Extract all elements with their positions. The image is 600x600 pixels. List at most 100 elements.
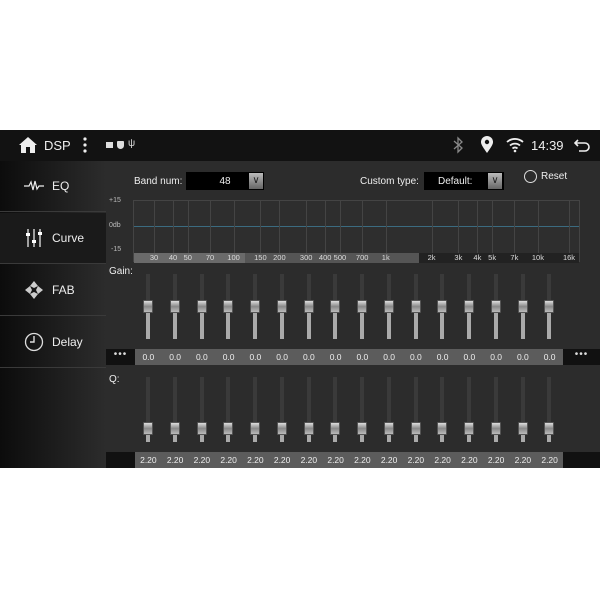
home-icon[interactable]	[18, 136, 38, 154]
gain-slider[interactable]	[357, 274, 367, 339]
slider-fill	[386, 435, 391, 442]
slider-knob[interactable]	[357, 422, 367, 436]
q-value: 2.20	[273, 455, 291, 465]
q-slider[interactable]	[143, 377, 153, 442]
slider-knob[interactable]	[196, 300, 207, 313]
q-slider[interactable]	[383, 377, 394, 442]
slider-fill	[172, 313, 177, 339]
gain-slider[interactable]	[169, 274, 180, 339]
slider-knob[interactable]	[276, 300, 287, 313]
dsp-screen: DSP ψ 14:39 EQ Curve FAB Delay Band num:…	[0, 130, 600, 468]
slider-knob[interactable]	[464, 422, 474, 436]
gain-slider[interactable]	[303, 274, 314, 339]
eq-curve-graph[interactable]: 30 40 50 70 100 150 200 300 400 500 700 1k 2k 3k 4k 5k 7…	[133, 200, 580, 263]
shield-icon	[117, 141, 124, 149]
gain-slider[interactable]	[410, 274, 421, 339]
sidebar-item-eq[interactable]: EQ	[0, 161, 106, 212]
gain-slider[interactable]	[330, 274, 341, 339]
slider-knob[interactable]	[330, 422, 341, 436]
custom-type-label: Custom type:	[360, 176, 419, 187]
slider-fill	[199, 313, 204, 339]
slider-knob[interactable]	[196, 422, 207, 436]
gain-slider[interactable]	[196, 274, 207, 339]
sidebar-item-fab[interactable]: FAB	[0, 265, 106, 316]
freq-label: 5k	[488, 253, 497, 262]
custom-type-select[interactable]: Default:	[424, 172, 504, 190]
q-slider[interactable]	[276, 377, 287, 442]
slider-knob[interactable]	[357, 300, 367, 313]
chevron-down-icon[interactable]: ∨	[249, 173, 263, 189]
q-slider[interactable]	[437, 377, 448, 442]
q-slider[interactable]	[223, 377, 234, 442]
slider-track	[440, 377, 445, 442]
slider-knob[interactable]	[169, 422, 180, 436]
gain-value: 0.0	[543, 352, 556, 362]
slider-fill	[360, 313, 364, 339]
gain-slider[interactable]	[517, 274, 528, 339]
gain-slider[interactable]	[223, 274, 234, 339]
grid-line	[569, 201, 570, 253]
gain-slider[interactable]	[437, 274, 448, 339]
slider-knob[interactable]	[517, 300, 528, 313]
slider-knob[interactable]	[383, 300, 394, 313]
q-value: 2.20	[434, 455, 451, 465]
gain-slider[interactable]	[143, 274, 153, 339]
gain-slider[interactable]	[383, 274, 394, 339]
slider-knob[interactable]	[517, 422, 528, 436]
wifi-icon[interactable]	[506, 137, 524, 158]
q-slider[interactable]	[464, 377, 474, 442]
q-slider[interactable]	[517, 377, 528, 442]
slider-knob[interactable]	[303, 422, 314, 436]
slider-knob[interactable]	[143, 300, 153, 313]
slider-knob[interactable]	[490, 300, 501, 313]
slider-knob[interactable]	[437, 300, 448, 313]
gallery-icon	[106, 142, 113, 148]
gain-slider[interactable]	[276, 274, 287, 339]
gain-slider[interactable]	[544, 274, 555, 339]
q-slider[interactable]	[196, 377, 207, 442]
menu-dots-icon[interactable]	[82, 136, 88, 154]
grid-line	[173, 201, 174, 253]
slider-knob[interactable]	[303, 300, 314, 313]
slider-knob[interactable]	[143, 422, 153, 436]
slider-knob[interactable]	[383, 422, 394, 436]
slider-knob[interactable]	[223, 422, 234, 436]
q-slider[interactable]	[357, 377, 367, 442]
slider-knob[interactable]	[437, 422, 448, 436]
y-label-bottom: -15	[111, 246, 122, 253]
slider-knob[interactable]	[250, 300, 260, 313]
gain-slider[interactable]	[490, 274, 501, 339]
gain-slider[interactable]	[250, 274, 260, 339]
slider-knob[interactable]	[464, 300, 474, 313]
slider-track	[199, 377, 204, 442]
back-icon[interactable]	[573, 138, 590, 157]
sidebar-item-delay[interactable]: Delay	[0, 317, 106, 368]
q-slider[interactable]	[410, 377, 421, 442]
slider-knob[interactable]	[330, 300, 341, 313]
freq-label: 1k	[381, 253, 390, 262]
q-slider[interactable]	[169, 377, 180, 442]
sidebar-item-curve[interactable]: Curve	[0, 213, 106, 264]
slider-knob[interactable]	[250, 422, 260, 436]
q-slider[interactable]	[250, 377, 260, 442]
scroll-left-button[interactable]: •••	[106, 349, 135, 365]
chevron-down-icon[interactable]: ∨	[488, 173, 502, 189]
q-slider[interactable]	[303, 377, 314, 442]
bluetooth-icon[interactable]	[452, 136, 464, 159]
slider-knob[interactable]	[544, 422, 555, 436]
q-slider[interactable]	[490, 377, 501, 442]
slider-knob[interactable]	[223, 300, 234, 313]
slider-knob[interactable]	[410, 300, 421, 313]
q-slider[interactable]	[544, 377, 555, 442]
band-num-select[interactable]: 48	[186, 172, 264, 190]
scroll-right-button[interactable]: •••	[563, 349, 600, 365]
location-icon[interactable]	[480, 136, 494, 159]
slider-knob[interactable]	[490, 422, 501, 436]
q-slider[interactable]	[330, 377, 341, 442]
gain-slider[interactable]	[464, 274, 474, 339]
slider-knob[interactable]	[544, 300, 555, 313]
slider-knob[interactable]	[276, 422, 287, 436]
reset-button[interactable]: Reset	[524, 170, 567, 183]
slider-knob[interactable]	[169, 300, 180, 313]
slider-knob[interactable]	[410, 422, 421, 436]
